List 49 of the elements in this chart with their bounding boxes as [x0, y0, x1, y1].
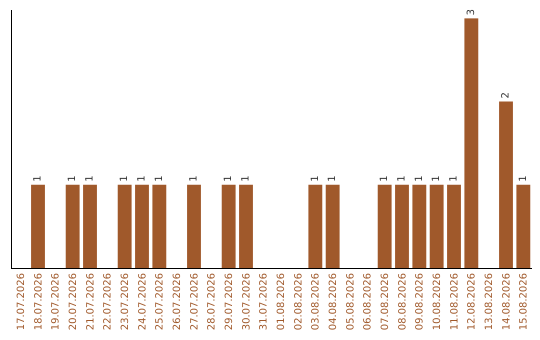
x-tick-label: 28.07.2026 — [206, 273, 218, 330]
data-label: 1 — [448, 175, 460, 182]
x-tick-label: 29.07.2026 — [224, 273, 235, 330]
x-tick-label: 27.07.2026 — [189, 273, 200, 330]
data-label: 1 — [431, 175, 442, 182]
data-label: 1 — [188, 175, 200, 182]
x-tick-label: 11.08.2026 — [449, 273, 460, 330]
data-label: 1 — [396, 175, 408, 182]
data-label: 1 — [379, 175, 390, 182]
data-label: 1 — [223, 175, 234, 182]
data-label: 1 — [84, 175, 96, 182]
x-tick-label: 12.08.2026 — [466, 273, 478, 330]
x-tick-label: 15.08.2026 — [518, 273, 530, 330]
x-tick-label: 14.08.2026 — [501, 273, 512, 330]
data-label: 1 — [136, 175, 148, 182]
data-label: 1 — [67, 175, 78, 182]
x-tick-label: 30.07.2026 — [241, 273, 252, 330]
x-tick-label: 19.07.2026 — [50, 273, 62, 330]
x-tick-label: 24.07.2026 — [137, 273, 148, 330]
x-tick-label: 09.08.2026 — [414, 273, 426, 330]
x-tick-label: 25.07.2026 — [154, 273, 166, 330]
x-tick-label: 08.08.2026 — [397, 273, 408, 330]
data-label: 2 — [500, 92, 512, 99]
x-tick-label: 13.08.2026 — [484, 273, 495, 330]
data-label: 1 — [119, 175, 130, 182]
x-tick-label: 05.08.2026 — [345, 273, 356, 330]
x-tick-label: 10.08.2026 — [432, 273, 443, 330]
x-tick-label: 20.07.2026 — [68, 273, 79, 330]
x-tick-label: 18.07.2026 — [33, 273, 44, 330]
x-tick-label: 21.07.2026 — [85, 273, 96, 330]
data-label: 1 — [154, 175, 165, 182]
data-label: 1 — [310, 175, 321, 182]
x-tick-label: 22.07.2026 — [102, 273, 114, 330]
x-tick-label: 06.08.2026 — [362, 273, 374, 330]
x-tick-label: 03.08.2026 — [310, 273, 322, 330]
data-label: 1 — [327, 175, 338, 182]
data-label: 1 — [32, 175, 44, 182]
x-tick-label: 01.08.2026 — [276, 273, 287, 330]
x-tick-label: 23.07.2026 — [120, 273, 131, 330]
x-tick-label: 02.08.2026 — [293, 273, 304, 330]
data-label: 1 — [414, 175, 425, 182]
x-tick-label: 04.08.2026 — [328, 273, 339, 330]
data-label: 1 — [240, 175, 252, 182]
x-tick-label: 07.08.2026 — [380, 273, 391, 330]
x-tick-label: 17.07.2026 — [16, 273, 27, 330]
data-label: 3 — [466, 8, 477, 16]
data-label: 1 — [518, 175, 529, 182]
x-tick-label: 31.07.2026 — [258, 273, 270, 330]
x-tick-label: 26.07.2026 — [172, 273, 183, 330]
